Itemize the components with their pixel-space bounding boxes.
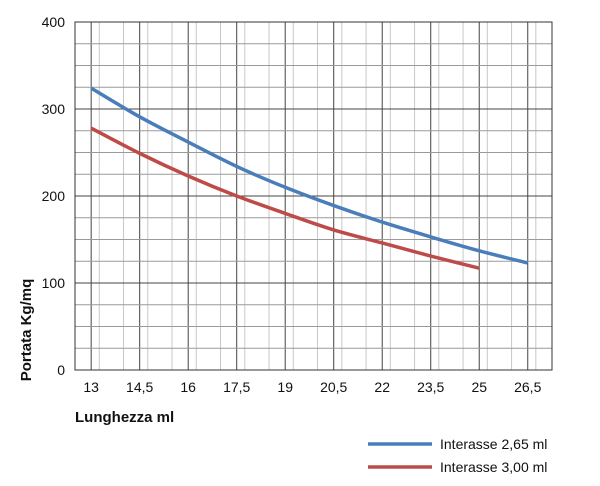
y-tick-label: 200 bbox=[42, 188, 66, 204]
x-axis-title: Lunghezza ml bbox=[75, 409, 174, 426]
legend-label-series-1: Interasse 2,65 ml bbox=[440, 436, 547, 452]
grid bbox=[74, 21, 553, 371]
y-tick-label: 100 bbox=[42, 275, 66, 291]
x-tick-label: 26,5 bbox=[514, 379, 541, 395]
x-tick-label: 25 bbox=[471, 379, 487, 395]
x-tick-label: 22 bbox=[374, 379, 390, 395]
plot-frame bbox=[74, 21, 553, 371]
y-axis-title: Portata Kg/mq bbox=[18, 279, 35, 382]
x-tick-label: 17,5 bbox=[223, 379, 250, 395]
legend-label-series-2: Interasse 3,00 ml bbox=[440, 459, 547, 475]
x-tick-label: 16 bbox=[180, 379, 196, 395]
x-tick-label: 14,5 bbox=[126, 379, 153, 395]
y-tick-label: 400 bbox=[42, 14, 66, 30]
y-axis-ticks: 0 100 200 300 400 bbox=[42, 14, 66, 378]
series-lines bbox=[90, 86, 529, 270]
series-line-2 bbox=[90, 126, 480, 270]
x-tick-label: 13 bbox=[83, 379, 99, 395]
series-line-1 bbox=[90, 86, 529, 265]
y-tick-label: 0 bbox=[57, 362, 65, 378]
x-tick-label: 20,5 bbox=[320, 379, 347, 395]
x-tick-label: 19 bbox=[277, 379, 293, 395]
legend: Interasse 2,65 ml Interasse 3,00 ml bbox=[368, 436, 547, 475]
x-axis-ticks: 13 14,5 16 17,5 19 20,5 22 23,5 25 26,5 bbox=[83, 379, 541, 395]
y-tick-label: 300 bbox=[42, 101, 66, 117]
x-tick-label: 23,5 bbox=[417, 379, 444, 395]
